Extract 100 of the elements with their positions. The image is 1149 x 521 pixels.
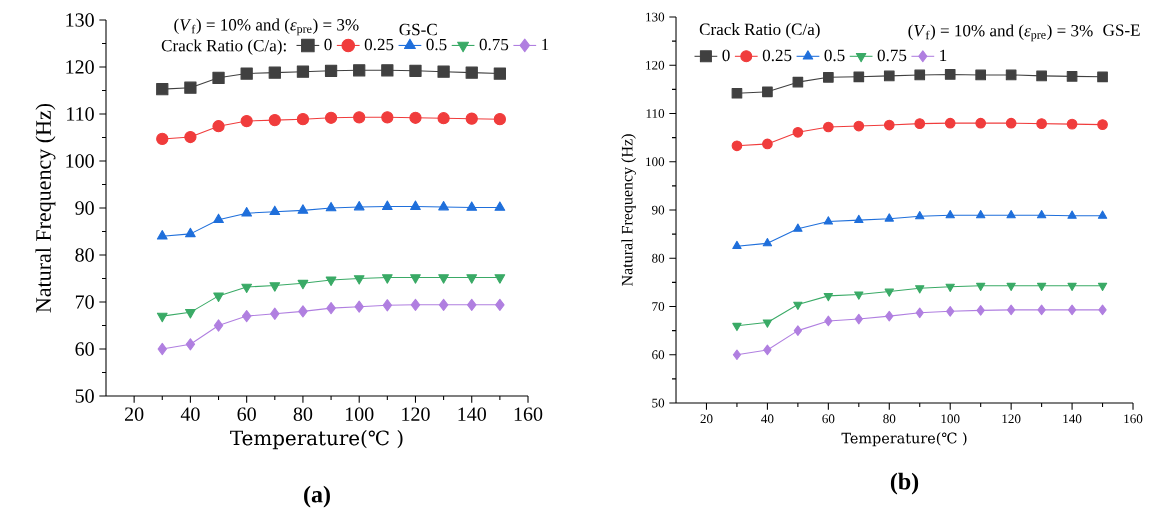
point <box>353 275 365 285</box>
point <box>1005 117 1017 129</box>
x-tick-label: 160 <box>514 407 543 421</box>
point <box>854 291 864 300</box>
point <box>156 230 168 240</box>
point <box>213 319 224 332</box>
point <box>298 305 308 318</box>
point <box>1067 282 1077 292</box>
point <box>354 300 364 313</box>
point <box>946 305 955 317</box>
y-tick-label: 100 <box>646 157 665 167</box>
annotation: (V$_{f}$) = 10% and (ε$_{pre}$) = 3% <box>174 18 359 36</box>
point <box>853 120 865 132</box>
point <box>824 315 833 327</box>
point <box>1098 304 1107 316</box>
point <box>1097 282 1108 292</box>
point <box>353 64 366 77</box>
point <box>157 342 168 356</box>
point <box>156 82 169 96</box>
y-tick-label: 60 <box>652 350 665 360</box>
legend-label: 1 <box>542 38 549 51</box>
legend-label: 0 <box>324 38 332 51</box>
point <box>945 283 955 293</box>
legend-title: Crack Ratio (C/a) <box>699 23 820 39</box>
point <box>1036 209 1047 219</box>
point <box>156 132 169 146</box>
point <box>1097 71 1108 83</box>
y-tick-label: 50 <box>652 398 665 408</box>
x-tick-label: 60 <box>822 414 835 424</box>
point <box>731 140 743 152</box>
annotation: GS-C <box>399 23 437 36</box>
point <box>914 69 926 81</box>
point <box>326 301 336 315</box>
point <box>823 71 834 83</box>
point <box>185 227 196 238</box>
point <box>213 292 224 303</box>
point <box>241 283 253 294</box>
point <box>212 120 225 133</box>
point <box>1067 304 1077 316</box>
text: (b) <box>890 472 919 495</box>
point <box>732 349 742 361</box>
y-axis-title: Natural Frequency (Hz) <box>621 134 636 286</box>
legend-label: 0.25 <box>364 38 394 51</box>
point <box>975 209 986 219</box>
point <box>324 64 338 77</box>
y-tick-label: 90 <box>651 205 665 215</box>
point <box>409 64 422 77</box>
point <box>762 138 773 150</box>
point <box>762 319 773 328</box>
point <box>945 209 955 219</box>
x-tick-label: 40 <box>180 407 200 421</box>
point <box>438 298 449 311</box>
point <box>409 111 422 124</box>
legend-label: 0 <box>722 49 730 62</box>
y-tick-label: 80 <box>652 253 665 263</box>
x-tick-label: 100 <box>941 414 960 424</box>
point <box>381 111 394 124</box>
y-tick-label: 90 <box>75 201 94 215</box>
y-tick-label: 130 <box>646 12 665 22</box>
point <box>1066 71 1078 82</box>
point <box>325 201 337 212</box>
point <box>854 313 863 325</box>
y-tick-label: 80 <box>75 248 94 262</box>
legend-label: 1 <box>940 49 947 61</box>
point <box>732 240 742 250</box>
point <box>270 307 280 320</box>
point <box>325 276 337 287</box>
point <box>732 322 742 332</box>
point <box>1066 118 1078 130</box>
point <box>466 298 477 311</box>
y-tick-label: 120 <box>646 60 665 70</box>
point <box>381 64 394 77</box>
point <box>156 312 168 323</box>
point <box>1097 119 1108 130</box>
point <box>1036 118 1047 129</box>
point <box>353 111 366 124</box>
point <box>731 87 743 99</box>
point <box>915 285 925 294</box>
point <box>185 338 196 351</box>
x-tick-label: 120 <box>1002 414 1021 424</box>
point <box>884 288 894 297</box>
point <box>793 325 803 336</box>
x-axis-title: Temperature(℃ ) <box>841 432 967 447</box>
point <box>438 274 449 284</box>
y-tick-label: 50 <box>75 389 94 403</box>
point <box>792 126 804 138</box>
point <box>1036 70 1047 82</box>
point <box>466 274 478 284</box>
point <box>884 213 894 222</box>
point <box>296 113 310 126</box>
point <box>494 201 506 211</box>
point <box>762 237 773 247</box>
point <box>184 81 197 94</box>
point <box>297 279 309 290</box>
point <box>466 201 478 211</box>
point <box>410 274 421 284</box>
point <box>269 282 281 292</box>
point <box>1006 209 1016 219</box>
point <box>212 71 225 84</box>
annotation: (V$_{f}$) = 10% and (ε$_{pre}$) = 3% <box>908 24 1093 42</box>
